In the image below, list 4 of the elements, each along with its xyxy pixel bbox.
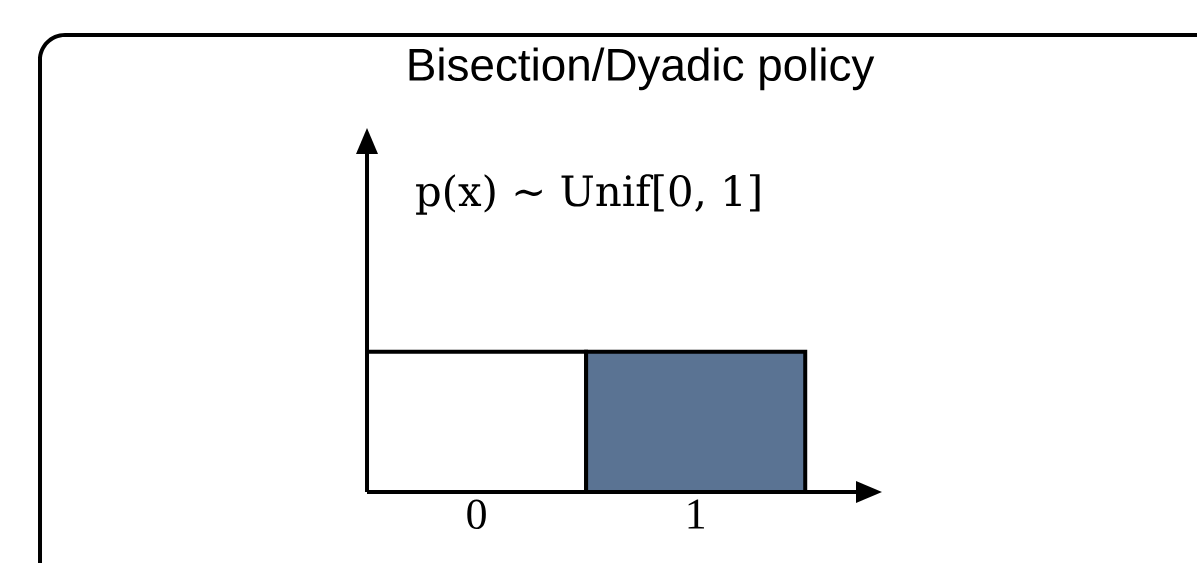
- x-tick-label: 0: [467, 499, 486, 530]
- chart-title: Bisection/Dyadic policy: [409, 47, 875, 91]
- y-axis-title: p(x) ∼ Unif[0, 1]: [416, 174, 760, 215]
- x-tick-label: 1: [688, 499, 704, 529]
